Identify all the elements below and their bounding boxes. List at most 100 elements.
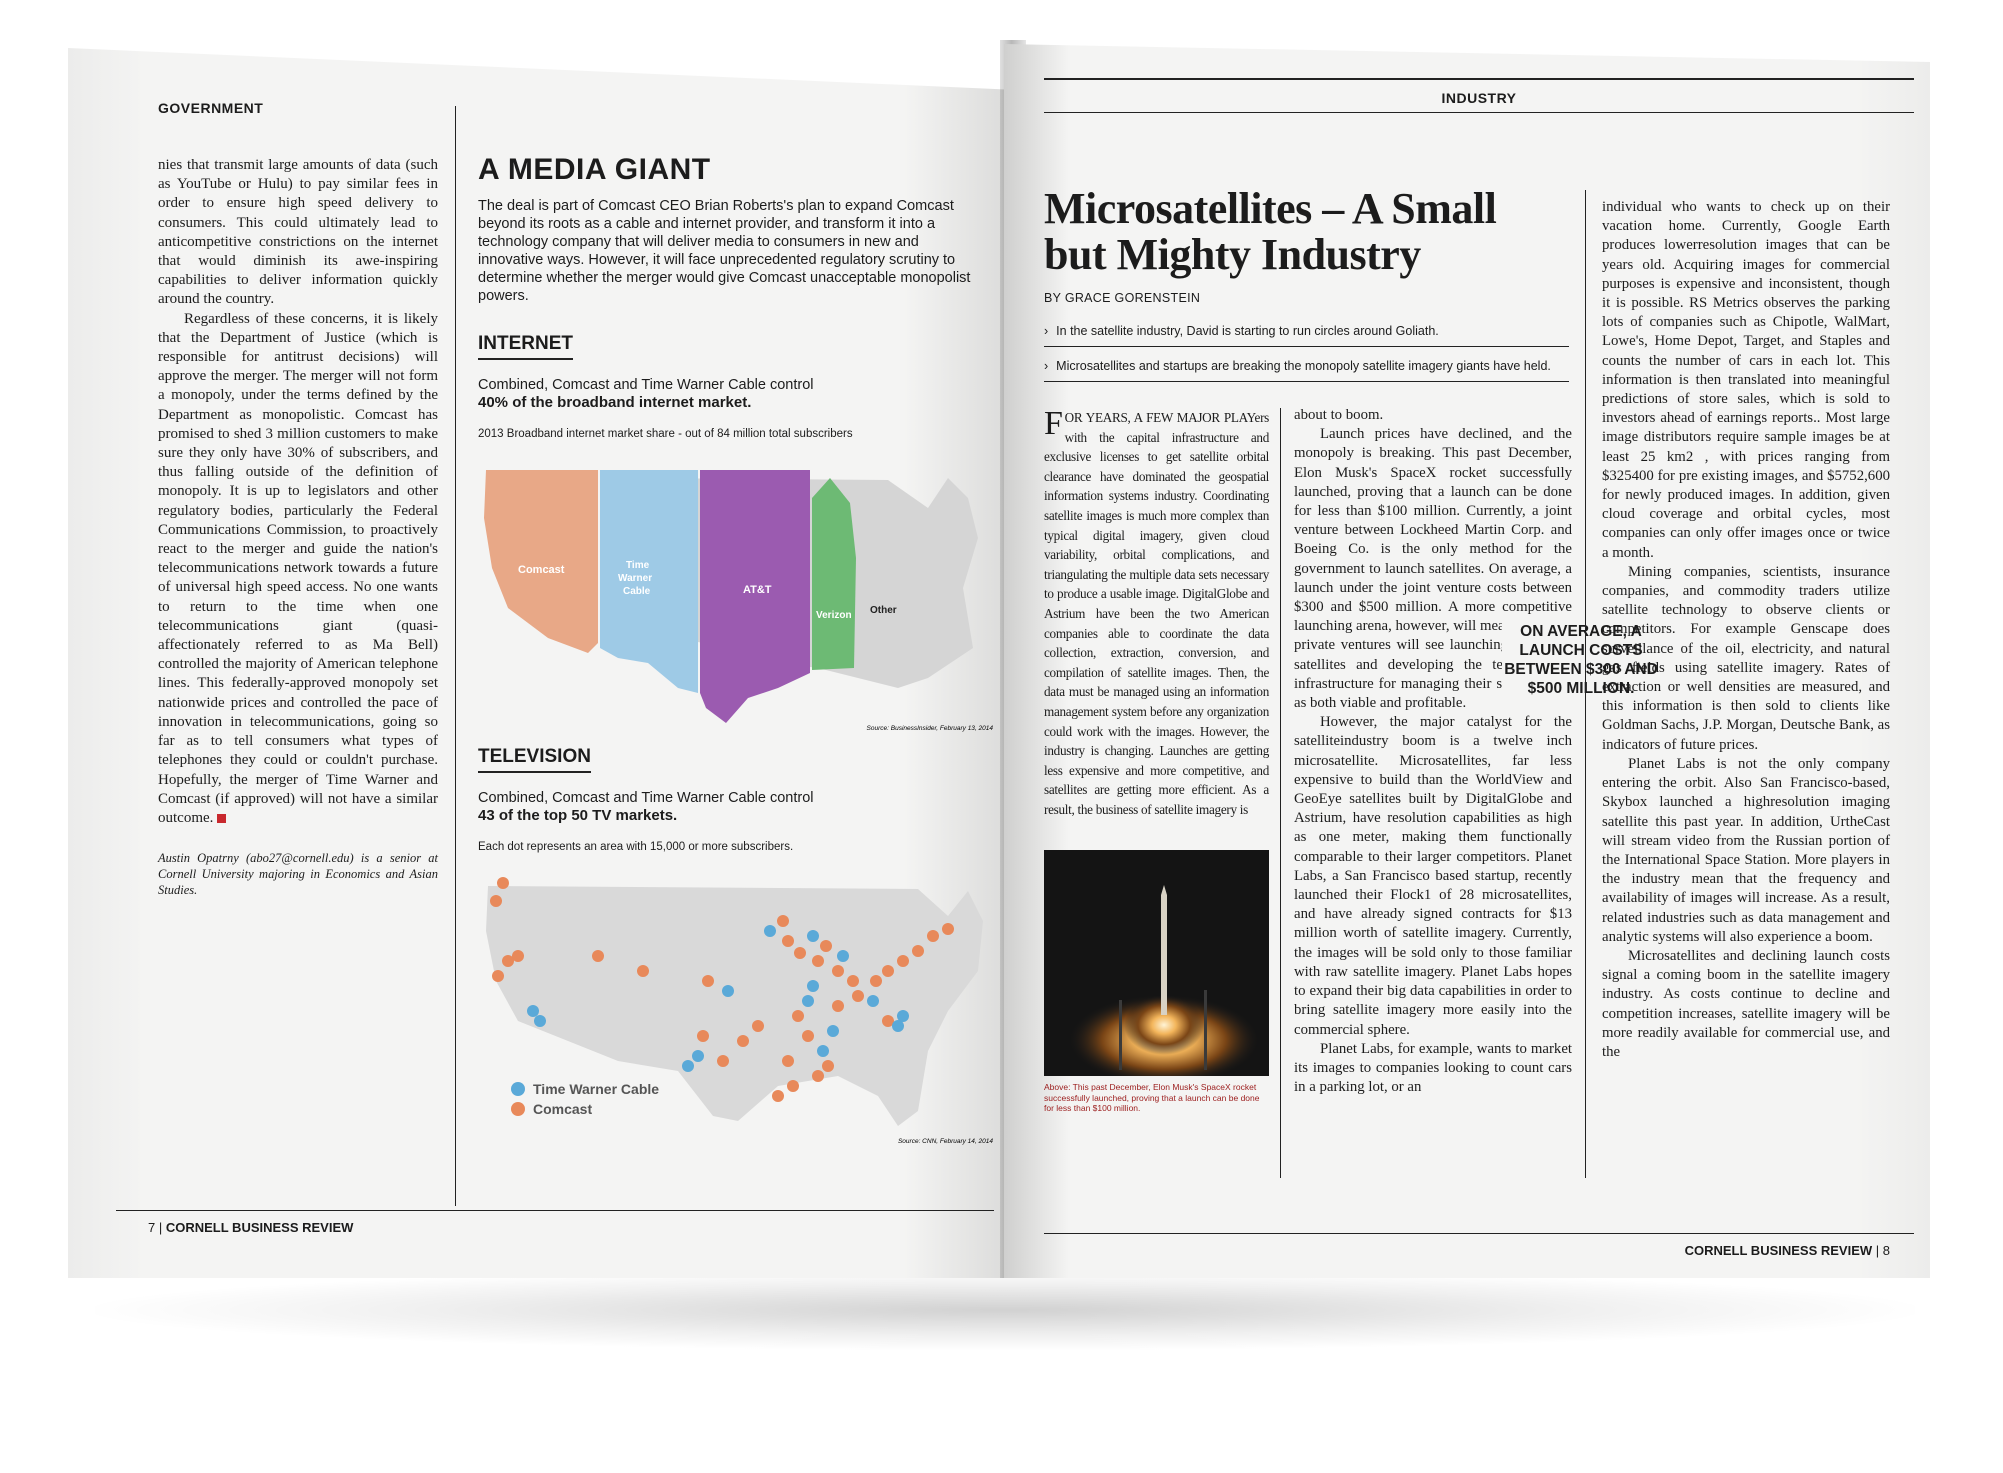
body-paragraph: Regardless of these concerns, it is like… xyxy=(158,310,438,828)
tv-market-dot xyxy=(502,955,514,967)
tv-market-dot xyxy=(832,1000,844,1012)
tv-market-dot xyxy=(897,955,909,967)
internet-source: Source: BusinessInsider, February 13, 20… xyxy=(867,725,994,732)
footer-rule xyxy=(116,1210,994,1211)
article-deck: › In the satellite industry, David is sta… xyxy=(1044,324,1569,382)
media-giant-sidebar: A MEDIA GIANT The deal is part of Comcas… xyxy=(478,153,998,1151)
tv-market-dot xyxy=(807,930,819,942)
tv-market-dot xyxy=(807,980,819,992)
legend-label-comcast: Comcast xyxy=(533,1101,592,1117)
page-number: 7 xyxy=(148,1220,156,1235)
map-label-comcast: Comcast xyxy=(518,564,565,576)
tv-market-dot xyxy=(822,1060,834,1072)
tv-market-dot xyxy=(870,975,882,987)
map-region-verizon xyxy=(812,478,856,670)
left-folio: 7 | CORNELL BUSINESS REVIEW xyxy=(148,1220,354,1235)
footer-rule xyxy=(1044,1233,1914,1234)
deck-rule xyxy=(1044,381,1569,382)
body-paragraph: Planet Labs is not the only company ente… xyxy=(1602,755,1890,945)
tv-map-outline xyxy=(486,886,983,1126)
tv-market-dot xyxy=(852,990,864,1002)
body-paragraph-text: Regardless of these concerns, it is like… xyxy=(158,310,438,826)
tv-market-dot xyxy=(682,1060,694,1072)
pull-quote: ON AVERAGE, A LAUNCH COSTS BETWEEN $300 … xyxy=(1502,618,1660,702)
publication-title: CORNELL BUSINESS REVIEW xyxy=(1684,1243,1873,1258)
map-region-time-warner-cable xyxy=(600,470,698,693)
photo-caption: Above: This past December, Elon Musk's S… xyxy=(1044,1082,1260,1113)
right-page: INDUSTRY Microsatellites – A Small but M… xyxy=(1004,44,1930,1278)
tv-market-dot xyxy=(717,1055,729,1067)
body-paragraph: Mining companies, scientists, insurance … xyxy=(1602,563,1890,753)
tv-market-dot xyxy=(897,1010,909,1022)
tv-market-dot xyxy=(867,995,879,1007)
tv-market-dot xyxy=(512,950,524,962)
television-heading: TELEVISION xyxy=(478,746,591,773)
drop-cap: F xyxy=(1044,405,1063,442)
tv-market-dot xyxy=(882,965,894,977)
map-label-att: AT&T xyxy=(743,584,772,596)
tv-market-dot xyxy=(722,985,734,997)
tv-market-dot xyxy=(892,1020,904,1032)
column-divider xyxy=(1585,190,1586,1178)
tv-market-dot xyxy=(782,935,794,947)
map-label-verizon: Verizon xyxy=(816,610,852,621)
header-rule-top xyxy=(1044,78,1914,80)
tv-market-dot xyxy=(752,1020,764,1032)
tv-market-dot xyxy=(497,877,509,889)
television-line1: Combined, Comcast and Time Warner Cable … xyxy=(478,790,814,806)
tv-market-dot xyxy=(817,1045,829,1057)
rocket-launch-image xyxy=(1044,850,1269,1076)
internet-market-map: Comcast Time Warner Cable AT&T Verizon Oth… xyxy=(484,470,994,732)
article-column-3: individual who wants to check up on thei… xyxy=(1602,198,1890,1062)
tv-market-dot xyxy=(592,950,604,962)
body-paragraph: Microsatellites and declining launch cos… xyxy=(1602,947,1890,1060)
internet-line2: 40% of the broadband internet market. xyxy=(478,394,752,411)
chevron-right-icon: › xyxy=(1044,324,1049,338)
tv-market-dot xyxy=(787,1080,799,1092)
sidebar-intro: The deal is part of Comcast CEO Brian Ro… xyxy=(478,198,971,304)
sidebar-title: A MEDIA GIANT xyxy=(478,153,711,186)
left-page: GOVERNMENT nies that transmit large amou… xyxy=(68,48,1018,1278)
tv-market-dot xyxy=(792,1010,804,1022)
tv-market-dot xyxy=(782,1055,794,1067)
tv-market-dot xyxy=(490,895,502,907)
map-region-att xyxy=(700,470,810,723)
section-label-industry: INDUSTRY xyxy=(1441,90,1517,106)
tv-market-dot xyxy=(820,940,832,952)
internet-heading: INTERNET xyxy=(478,333,573,360)
television-source: Source: CNN, February 14, 2014 xyxy=(898,1138,993,1145)
map-label-time-warner-cable: Time Warner Cable xyxy=(618,560,652,597)
internet-subtitle: Combined, Comcast and Time Warner Cable … xyxy=(478,376,998,412)
television-line2: 43 of the top 50 TV markets. xyxy=(478,807,678,824)
tv-market-dot xyxy=(534,1015,546,1027)
deck-text: Microsatellites and startups are breakin… xyxy=(1056,359,1551,373)
legend-dot-comcast xyxy=(511,1102,525,1116)
tv-market-dot xyxy=(697,1030,709,1042)
tv-market-dot xyxy=(847,975,859,987)
tv-market-dot xyxy=(832,965,844,977)
tv-market-dot xyxy=(772,1090,784,1102)
legend-dot-time-warner-cable xyxy=(511,1082,525,1096)
rocket-launch-photo xyxy=(1044,850,1269,1076)
internet-line1: Combined, Comcast and Time Warner Cable … xyxy=(478,377,814,393)
tv-market-dot xyxy=(837,950,849,962)
deck-text: In the satellite industry, David is star… xyxy=(1056,324,1439,338)
left-body-column: nies that transmit large amounts of data… xyxy=(158,156,438,898)
article-headline: Microsatellites – A Small but Mighty Ind… xyxy=(1044,184,1497,279)
right-folio: CORNELL BUSINESS REVIEW | 8 xyxy=(1684,1243,1890,1258)
column-divider xyxy=(1280,408,1281,1178)
tv-market-dot xyxy=(527,1005,539,1017)
page-number: 8 xyxy=(1882,1243,1890,1258)
tv-market-dot xyxy=(692,1050,704,1062)
internet-caption: 2013 Broadband internet market share - o… xyxy=(478,428,853,440)
tv-market-dot xyxy=(827,1025,839,1037)
body-paragraph: about to boom. xyxy=(1294,407,1384,423)
tv-market-dot xyxy=(927,930,939,942)
tv-market-dot xyxy=(637,965,649,977)
television-subtitle: Combined, Comcast and Time Warner Cable … xyxy=(478,789,998,825)
tv-market-dot xyxy=(492,970,504,982)
section-label-government: GOVERNMENT xyxy=(158,100,264,116)
magazine-shadow xyxy=(95,1270,1915,1350)
tv-dots xyxy=(490,877,954,1102)
tv-market-dot xyxy=(882,1015,894,1027)
